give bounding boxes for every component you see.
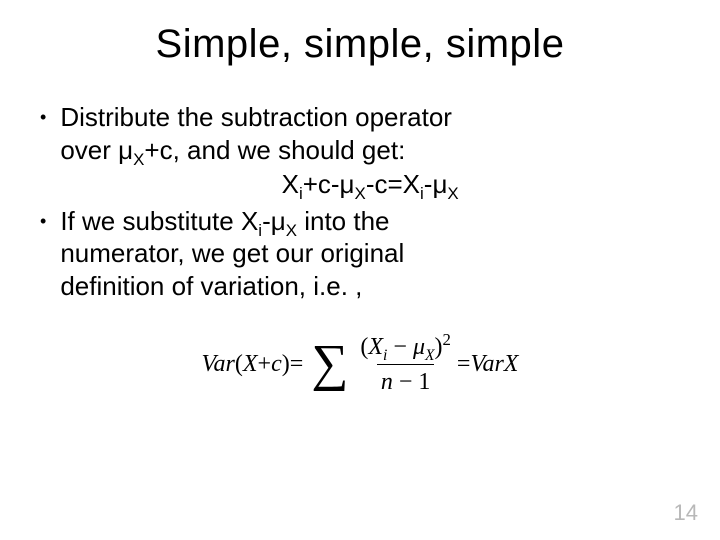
eq-m2: -c=X [366,169,420,199]
sub-x: X [286,221,297,240]
b1-l2-pre: over μ [60,135,133,165]
bullet-2: • If we substitute Xi-μX into the numera… [40,205,680,303]
slide-body: • Distribute the subtraction operator ov… [0,67,720,397]
f-Xr: X [504,349,519,379]
bullet-2-text: If we substitute Xi-μX into the numerato… [60,205,680,303]
fraction: (Xi − μX)2 n − 1 [354,330,457,397]
f-open: ( [235,349,243,379]
bullet-dot: • [40,101,60,133]
sub-x: X [355,184,366,203]
denominator: n − 1 [377,364,435,397]
slide: Simple, simple, simple • Distribute the … [0,0,720,540]
sub-x: X [447,184,458,203]
b2-l2: numerator, we get our original [60,238,404,268]
n-close: ) [435,334,443,360]
d-minus: − [393,369,419,395]
b1-l1: Distribute the subtraction operator [60,102,452,132]
n-minus: − [387,334,413,360]
n-mu: μ [413,334,425,360]
eq-m1: +c-μ [303,169,355,199]
formula-row: Var(X + c) = ∑ (Xi − μX)2 n − 1 = VarX [202,330,519,397]
b2-post: into the [297,206,390,236]
f-var: Var [202,349,235,379]
n-X: X [368,334,383,360]
eq-x1: X [282,169,299,199]
sub-x: X [133,150,144,169]
n-sq: 2 [443,330,451,349]
b1-l2-post: +c, and we should get: [144,135,405,165]
slide-title: Simple, simple, simple [0,0,720,67]
sigma-icon: ∑ [303,338,354,390]
b2-l3: definition of variation, i.e. , [60,271,362,301]
f-c: c [271,349,282,379]
sub-x: X [425,347,435,364]
b2-mid: -μ [262,206,286,236]
b2-pre: If we substitute X [60,206,258,236]
f-X: X [243,349,258,379]
bullet-dot: • [40,205,60,237]
f-varr: Var [470,349,503,379]
f-plus: + [258,349,272,379]
page-number: 14 [674,500,698,526]
f-close: ) [282,349,290,379]
f-eq2: = [457,349,471,379]
f-eq: = [290,349,304,379]
variance-formula: Var(X + c) = ∑ (Xi − μX)2 n − 1 = VarX [40,330,680,397]
bullet-1: • Distribute the subtraction operator ov… [40,101,680,203]
d-n: n [381,369,393,395]
bullet-1-text: Distribute the subtraction operator over… [60,101,680,203]
eq-m3: -μ [424,169,448,199]
numerator: (Xi − μX)2 [356,330,455,364]
inline-equation: Xi+c-μX-c=Xi-μX [60,168,680,201]
d-one: 1 [418,369,430,395]
